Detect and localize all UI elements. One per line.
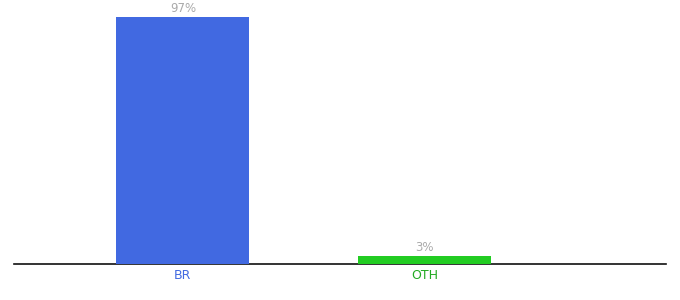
Bar — [116, 16, 250, 264]
Text: 97%: 97% — [170, 2, 196, 15]
Text: 3%: 3% — [415, 241, 434, 254]
Bar — [358, 256, 491, 264]
